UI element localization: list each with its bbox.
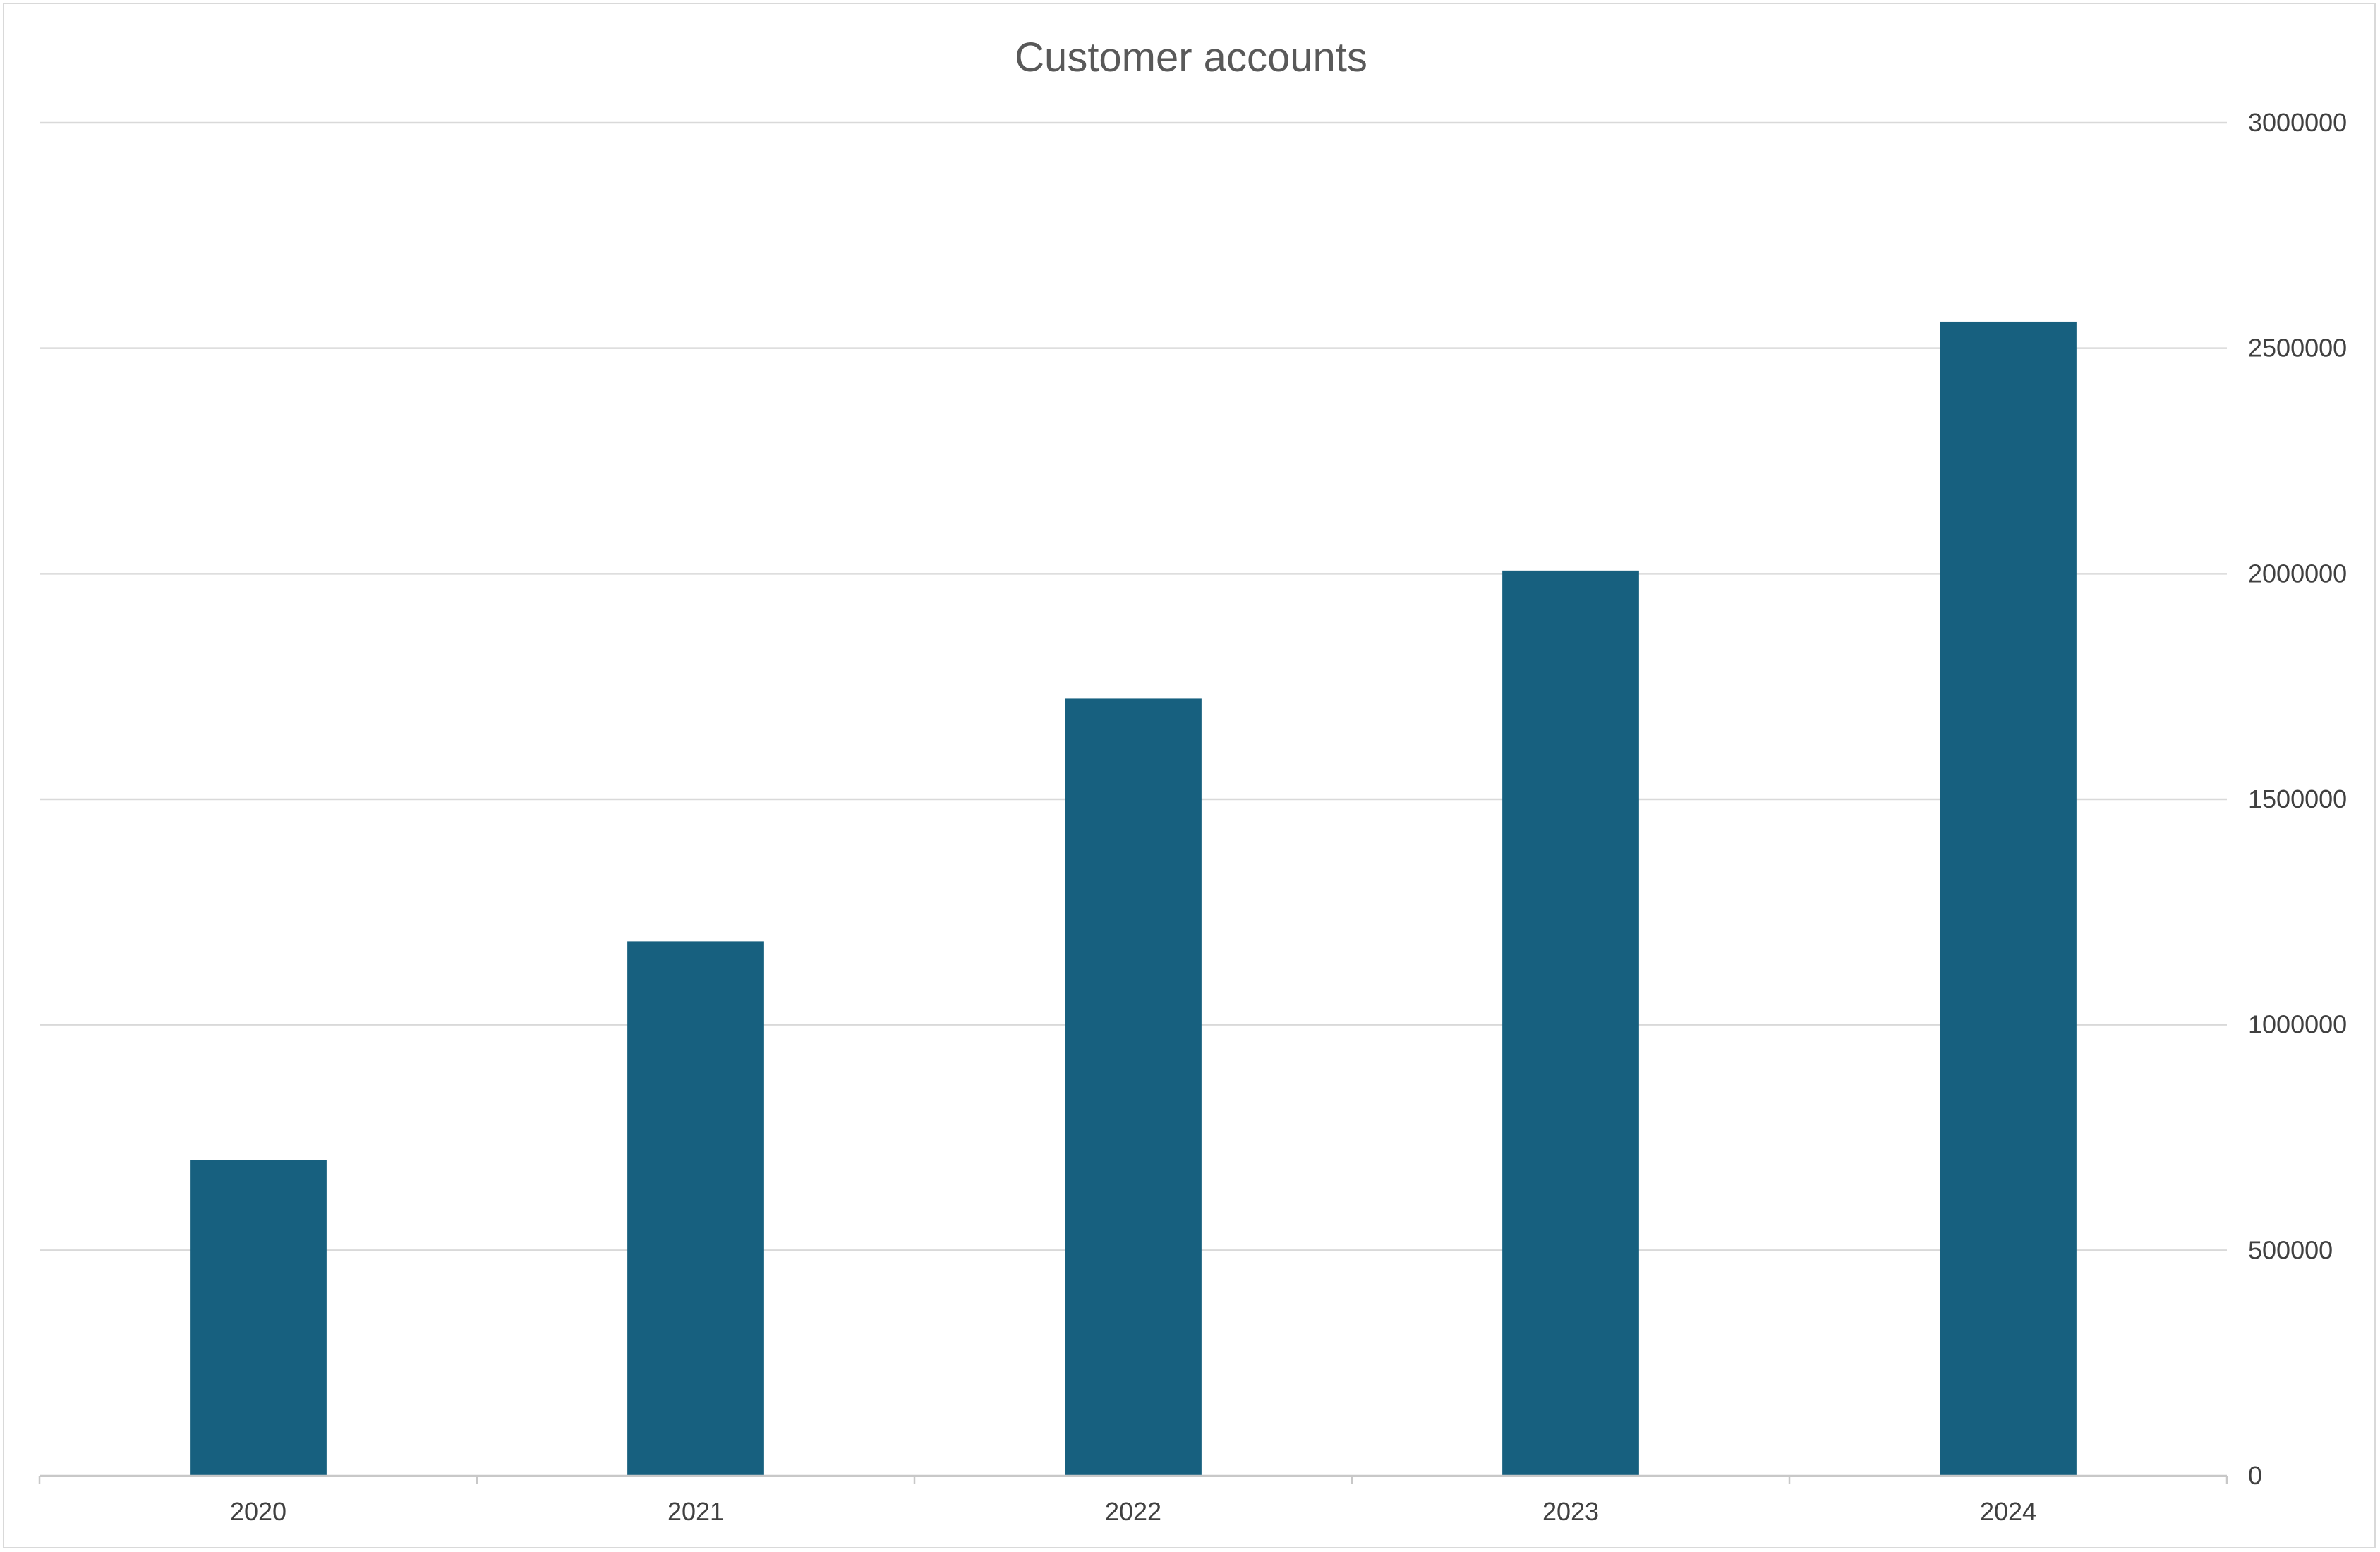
bar-2022 <box>1065 698 1202 1476</box>
x-axis-tick-labels: 2020 2021 2022 2023 2024 <box>230 1497 2036 1526</box>
bar-2021 <box>627 941 764 1476</box>
x-tick-label: 2020 <box>230 1497 286 1526</box>
y-tick-label: 1000000 <box>2248 1010 2347 1039</box>
bar-chart: 0 500000 1000000 1500000 2000000 2500000 30000… <box>38 35 2347 1526</box>
bar-2024 <box>1940 321 2077 1476</box>
y-tick-label: 0 <box>2248 1461 2262 1490</box>
y-tick-label: 1500000 <box>2248 784 2347 813</box>
y-tick-label: 2500000 <box>2248 334 2347 363</box>
x-tick-label: 2023 <box>1542 1497 1599 1526</box>
chart-frame: 0 500000 1000000 1500000 2000000 2500000 30000… <box>3 3 2376 1548</box>
bar-2023 <box>1502 570 1639 1477</box>
y-tick-label: 2000000 <box>2248 559 2347 588</box>
x-tick-label: 2021 <box>668 1497 724 1526</box>
chart-title: Customer accounts <box>1015 35 1367 80</box>
bar-2020 <box>190 1160 327 1476</box>
bars <box>190 321 2077 1477</box>
y-axis-tick-labels: 0 500000 1000000 1500000 2000000 2500000 30000… <box>2248 108 2347 1490</box>
x-axis <box>38 1474 2228 1484</box>
y-tick-label: 500000 <box>2248 1235 2333 1264</box>
y-tick-label: 3000000 <box>2248 108 2347 137</box>
x-tick-label: 2024 <box>1980 1497 2036 1526</box>
x-tick-label: 2022 <box>1105 1497 1161 1526</box>
